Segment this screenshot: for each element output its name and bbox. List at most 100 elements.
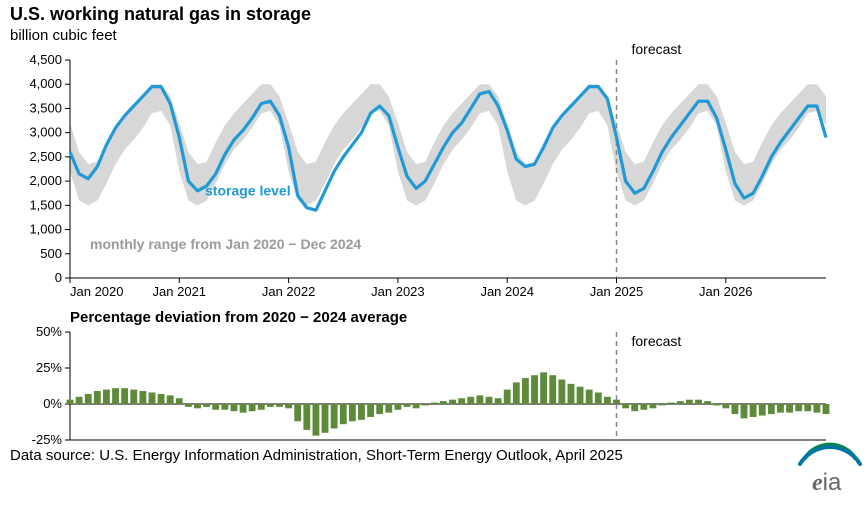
deviation-bar <box>786 404 793 413</box>
deviation-bar <box>194 404 201 408</box>
deviation-bar <box>686 400 693 404</box>
deviation-bar <box>322 404 329 433</box>
deviation-bar <box>613 400 620 404</box>
deviation-bar <box>804 404 811 411</box>
deviation-bar <box>595 392 602 404</box>
deviation-bar <box>732 404 739 414</box>
deviation-bar <box>121 388 128 404</box>
deviation-bar <box>522 378 529 404</box>
deviation-bar <box>768 404 775 414</box>
deviation-bar <box>385 404 392 413</box>
deviation-bar <box>540 372 547 404</box>
bottom-ytick-label: -25% <box>32 432 63 447</box>
deviation-bar <box>376 404 383 414</box>
deviation-bar <box>167 395 174 404</box>
deviation-bar <box>267 404 274 407</box>
range-band <box>70 84 826 205</box>
top-ytick-label: 3,000 <box>29 125 62 140</box>
top-ytick-label: 3,500 <box>29 100 62 115</box>
deviation-bar <box>577 387 584 404</box>
deviation-bar <box>331 404 338 428</box>
bottom-ytick-label: 25% <box>36 360 62 375</box>
deviation-bar <box>422 404 429 405</box>
deviation-bar <box>203 404 210 407</box>
chart-subtitle: billion cubic feet <box>10 27 118 44</box>
deviation-bar <box>713 404 720 405</box>
deviation-bar <box>604 397 611 404</box>
deviation-bar <box>67 400 74 404</box>
deviation-bar <box>221 404 228 410</box>
deviation-bar <box>394 404 401 410</box>
deviation-bar <box>449 400 456 404</box>
deviation-bar <box>495 398 502 404</box>
range-label: monthly range from Jan 2020 − Dec 2024 <box>90 236 361 252</box>
deviation-bar <box>285 404 292 408</box>
deviation-bar <box>404 404 411 407</box>
panel2-title: Percentage deviation from 2020 − 2024 av… <box>70 309 407 326</box>
top-ytick-label: 500 <box>40 246 62 261</box>
deviation-bar <box>367 404 374 417</box>
top-ytick-label: 4,000 <box>29 76 62 91</box>
deviation-bar <box>650 404 657 408</box>
deviation-bar <box>467 397 474 404</box>
deviation-bar <box>158 394 165 404</box>
top-xtick-label: Jan 2023 <box>371 284 425 299</box>
chart-title: U.S. working natural gas in storage <box>10 4 311 24</box>
deviation-bar <box>504 390 511 404</box>
deviation-bar <box>185 404 192 407</box>
top-ytick-label: 1,000 <box>29 222 62 237</box>
deviation-bar <box>513 382 520 404</box>
top-ytick-label: 2,000 <box>29 173 62 188</box>
deviation-bar <box>358 404 365 420</box>
top-xtick-label: Jan 2020 <box>70 284 124 299</box>
deviation-bar <box>212 404 219 410</box>
top-xtick-label: Jan 2022 <box>262 284 316 299</box>
deviation-bar <box>85 394 92 404</box>
deviation-bar <box>622 404 629 408</box>
deviation-bar <box>130 390 137 404</box>
deviation-bar <box>813 404 820 413</box>
deviation-bar <box>413 404 420 408</box>
deviation-bar <box>303 404 310 430</box>
deviation-bar <box>750 404 757 417</box>
deviation-bar <box>777 404 784 413</box>
eia-logo: eia <box>800 445 860 496</box>
deviation-bar <box>549 375 556 404</box>
top-xtick-label: Jan 2026 <box>699 284 753 299</box>
deviation-bar <box>112 388 119 404</box>
deviation-bar <box>458 398 465 404</box>
deviation-bar <box>103 390 110 404</box>
deviation-bar <box>94 391 101 404</box>
deviation-bar <box>431 403 438 404</box>
data-source: Data source: U.S. Energy Information Adm… <box>10 447 623 464</box>
svg-text:eia: eia <box>812 469 842 496</box>
dual-panel-chart: 05001,0001,5002,0002,5003,0003,5004,0004… <box>0 0 868 508</box>
top-xtick-label: Jan 2025 <box>590 284 644 299</box>
top-xtick-label: Jan 2024 <box>480 284 534 299</box>
deviation-bar <box>440 401 447 404</box>
top-ytick-label: 0 <box>55 270 62 285</box>
deviation-bar <box>139 391 146 404</box>
deviation-bar <box>276 404 283 407</box>
deviation-bar <box>349 404 356 421</box>
deviation-bar <box>486 397 493 404</box>
deviation-bar <box>823 404 830 414</box>
deviation-bar <box>249 404 256 411</box>
deviation-bar <box>759 404 766 416</box>
deviation-bar <box>294 404 301 421</box>
deviation-bar <box>558 380 565 404</box>
deviation-bar <box>568 384 575 404</box>
deviation-bar <box>149 392 156 404</box>
deviation-bar <box>795 404 802 411</box>
deviation-bar <box>340 404 347 424</box>
bottom-ytick-label: 50% <box>36 324 62 339</box>
deviation-bar <box>722 404 729 408</box>
deviation-bar <box>76 397 83 404</box>
bottom-forecast-label: forecast <box>632 333 682 349</box>
deviation-bar <box>240 404 247 413</box>
top-ytick-label: 4,500 <box>29 52 62 67</box>
storage-label: storage level <box>205 183 291 199</box>
top-ytick-label: 1,500 <box>29 197 62 212</box>
deviation-bar <box>704 401 711 404</box>
deviation-bar <box>741 404 748 418</box>
